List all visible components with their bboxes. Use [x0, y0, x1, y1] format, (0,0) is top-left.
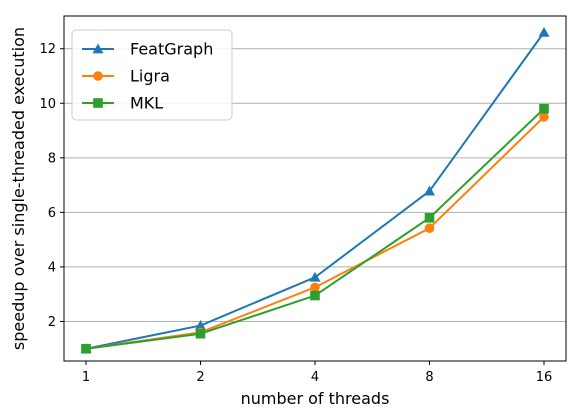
legend-marker: [93, 71, 103, 81]
data-point: [310, 290, 320, 301]
legend-marker: [92, 43, 104, 54]
legend: FeatGraph Ligra MKL: [71, 29, 233, 121]
legend-label: Ligra: [130, 67, 170, 86]
x-tick-label: 4: [311, 370, 319, 385]
data-point: [310, 282, 320, 293]
series-line: [85, 108, 545, 350]
legend-label: MKL: [130, 94, 163, 113]
data-point: [424, 185, 435, 196]
data-point: [424, 213, 435, 223]
legend-item: Ligra: [82, 67, 170, 86]
data-point: [195, 328, 206, 339]
y-tick-label: 12: [39, 42, 56, 57]
y-axis-label: speedup over single-threaded execution: [9, 27, 28, 350]
series-featgraph: [80, 26, 550, 354]
legend-item: FeatGraph: [82, 40, 213, 59]
data-point: [424, 223, 435, 233]
data-point: [195, 320, 206, 330]
y-tick-label: 2: [48, 315, 56, 330]
legend-box: [71, 29, 233, 121]
data-point: [81, 343, 91, 354]
y-tick-label: 10: [39, 97, 56, 112]
data-point: [309, 271, 321, 282]
x-tick-label: 8: [425, 370, 433, 385]
data-point: [539, 112, 549, 122]
series-ligra: [81, 112, 549, 354]
y-tick-label: 4: [48, 260, 56, 275]
y-tick-label: 8: [48, 151, 56, 166]
x-tick-label: 2: [196, 370, 204, 385]
series-line: [85, 116, 545, 350]
x-tick-label: 16: [536, 370, 553, 385]
legend-item: MKL: [82, 94, 163, 113]
series-layer: [80, 26, 550, 354]
legend-marker: [93, 98, 103, 108]
y-tick-label: 6: [48, 206, 56, 221]
data-point: [538, 26, 550, 37]
x-tick-label: 1: [82, 370, 90, 385]
data-point: [539, 103, 549, 114]
series-mkl: [81, 103, 549, 354]
x-axis-label: number of threads: [241, 389, 390, 408]
legend-label: FeatGraph: [130, 40, 213, 59]
